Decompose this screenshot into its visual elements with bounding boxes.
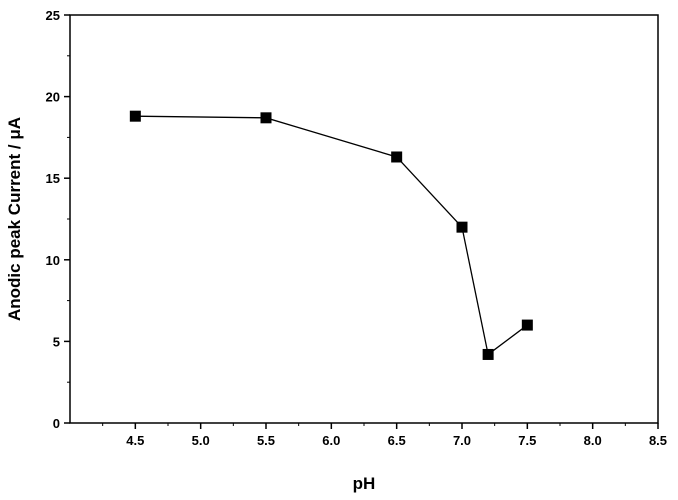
y-tick-label: 25 [46, 8, 60, 23]
y-tick-label: 5 [53, 334, 60, 349]
x-tick-label: 8.5 [649, 433, 667, 448]
x-tick-label: 6.0 [322, 433, 340, 448]
x-tick-label: 7.0 [453, 433, 471, 448]
y-tick-label: 0 [53, 416, 60, 431]
x-axis: 4.5 5.0 5.5 6.0 6.5 7.0 7.5 8.0 8.5 [102, 423, 667, 448]
data-point [260, 112, 272, 124]
x-tick-label: 7.5 [518, 433, 536, 448]
data-point [482, 348, 494, 360]
x-tick-label: 6.5 [388, 433, 406, 448]
plot-frame [69, 14, 659, 424]
x-tick-label: 5.0 [192, 433, 210, 448]
data-point [391, 151, 403, 163]
y-tick-label: 20 [46, 90, 60, 105]
data-point [521, 319, 533, 331]
x-tick-label: 8.0 [584, 433, 602, 448]
x-axis-title: pH [353, 474, 376, 493]
y-axis: 0 5 10 15 20 25 [46, 8, 70, 431]
y-tick-label: 15 [46, 171, 60, 186]
y-tick-label: 10 [46, 253, 60, 268]
x-tick-label: 4.5 [126, 433, 144, 448]
data-point [456, 221, 468, 233]
series-line [135, 115, 528, 356]
y-axis-title: Anodic peak Current / μA [5, 117, 24, 321]
data-point [129, 110, 141, 122]
x-tick-label: 5.5 [257, 433, 275, 448]
series-layer [129, 110, 533, 360]
